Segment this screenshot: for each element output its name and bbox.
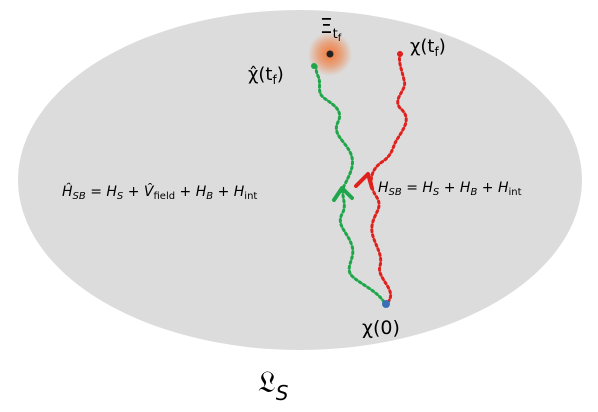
approx-arrowhead	[332, 186, 354, 202]
exact-end-label: χ(tf)	[410, 36, 446, 59]
approx-trajectory	[314, 64, 386, 304]
exact-trajectory	[369, 52, 408, 304]
target-symbol: Ξ	[320, 14, 333, 38]
domain-subscript: S	[276, 381, 289, 405]
exact-arrowhead	[354, 172, 374, 190]
approx-end-point	[311, 63, 317, 69]
left-hamiltonian: ĤSB = HS + V̂field + HB + Hint	[62, 182, 257, 202]
domain-ellipse	[18, 10, 582, 350]
target-subscript: t	[333, 27, 338, 42]
start-label: χ(0)	[362, 317, 400, 339]
exact-end-point	[397, 51, 403, 57]
target-label: Ξtf	[320, 14, 342, 44]
target-subsubscript: f	[338, 33, 342, 44]
start-point	[382, 300, 390, 308]
approx-end-label: χ̂(tf)	[248, 64, 284, 87]
target-point	[326, 50, 334, 58]
right-hamiltonian: HSB = HS + HB + Hint	[378, 180, 522, 198]
domain-label: 𝔏S	[258, 365, 289, 405]
domain-symbol: 𝔏	[258, 365, 276, 400]
